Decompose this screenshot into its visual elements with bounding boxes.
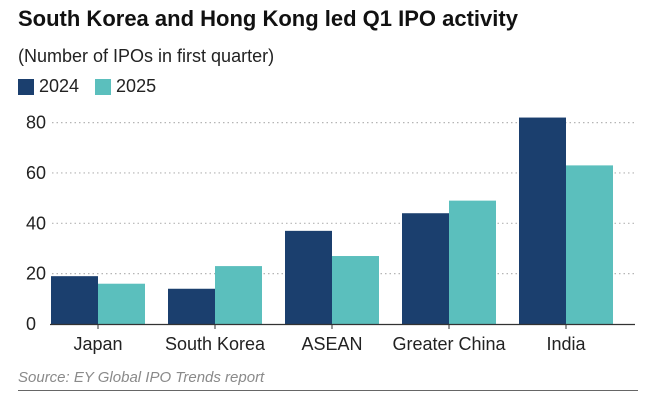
- legend-swatch-2025: [95, 78, 112, 95]
- x-tick-label-greater-china: Greater China: [392, 334, 506, 354]
- x-tick-label-japan: Japan: [73, 334, 122, 354]
- bar-india-2025: [566, 165, 613, 324]
- x-tick-label-asean: ASEAN: [301, 334, 362, 354]
- legend-label-2024: 2024: [39, 76, 80, 96]
- legend-swatch-2024: [18, 78, 34, 95]
- chart-subtitle: (Number of IPOs in first quarter): [18, 46, 275, 66]
- y-tick-label-60: 60: [26, 163, 46, 183]
- bar-japan-2025: [98, 283, 145, 324]
- bar-asean-2024: [285, 230, 332, 324]
- bar-india-2024: [519, 117, 566, 324]
- bar-greater-china-2024: [402, 213, 449, 324]
- legend: 2024 2025: [18, 76, 172, 97]
- y-tick-label-20: 20: [26, 264, 46, 284]
- y-tick-label-40: 40: [26, 213, 46, 233]
- source-divider: [18, 390, 638, 391]
- legend-label-2025: 2025: [116, 76, 157, 96]
- bar-south-korea-2025: [215, 266, 262, 324]
- y-tick-label-80: 80: [26, 113, 46, 133]
- x-tick-label-india: India: [546, 334, 586, 354]
- bar-greater-china-2025: [449, 200, 496, 324]
- bar-japan-2024: [51, 276, 98, 324]
- x-tick-label-south-korea: South Korea: [165, 334, 266, 354]
- legend-item-2025: 2025: [95, 76, 156, 97]
- bar-south-korea-2024: [168, 288, 215, 324]
- y-tick-label-0: 0: [26, 314, 36, 334]
- source-note: Source: EY Global IPO Trends report: [18, 369, 265, 386]
- bar-asean-2025: [332, 256, 379, 324]
- chart-title: South Korea and Hong Kong led Q1 IPO act…: [18, 6, 518, 31]
- legend-item-2024: 2024: [18, 76, 79, 97]
